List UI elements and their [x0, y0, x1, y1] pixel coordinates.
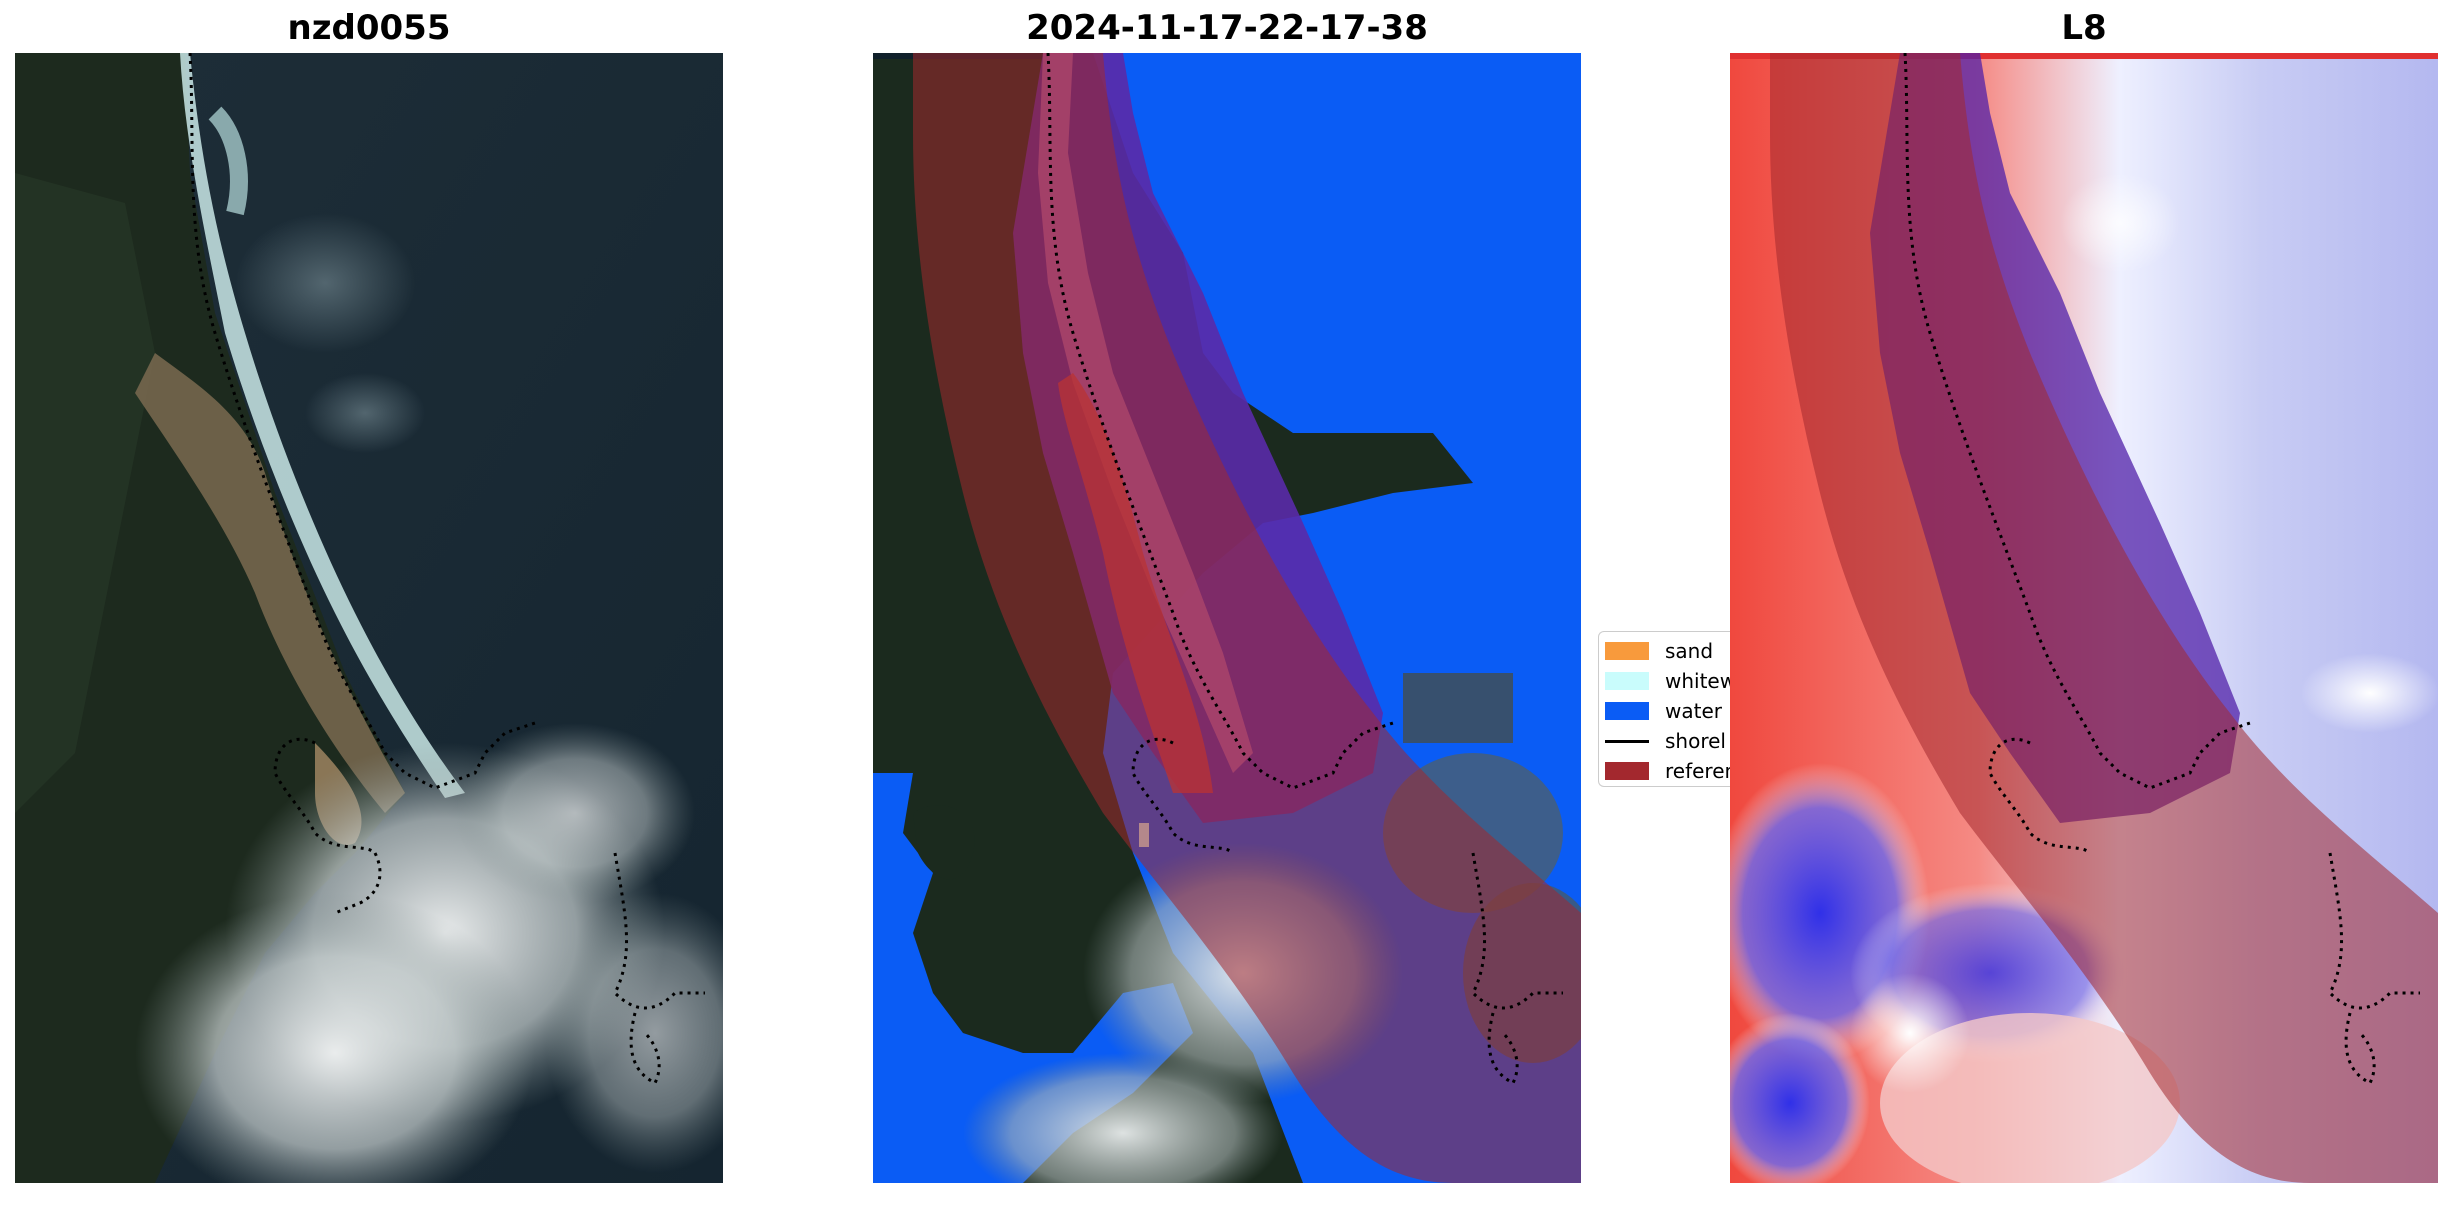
legend-swatch-sand — [1605, 642, 1649, 660]
legend-swatch-reference — [1605, 762, 1649, 780]
legend-label-reference: referen — [1665, 759, 1730, 783]
classified-image-panel — [873, 53, 1581, 1183]
rgb-image — [15, 53, 723, 1183]
legend-label-sand: sand — [1665, 639, 1714, 663]
legend-swatch-shoreline — [1605, 739, 1649, 743]
legend-label-shoreline: shorel — [1665, 729, 1726, 753]
legend-swatch-whitewater — [1605, 672, 1649, 690]
legend-item-shoreline: shorel — [1605, 726, 1730, 756]
legend-item-whitewater: whitew — [1605, 666, 1730, 696]
legend-item-water: water — [1605, 696, 1730, 726]
shoreline-dotted — [1903, 53, 2420, 1086]
panel-title-classified: 2024-11-17-22-17-38 — [1026, 8, 1428, 48]
panel-title-index: L8 — [2061, 8, 2107, 48]
legend-label-whitewater: whitew — [1665, 669, 1730, 693]
shoreline-dotted — [188, 53, 705, 1086]
rgb-image-panel — [15, 53, 723, 1183]
classified-image — [873, 53, 1581, 1183]
index-image — [1730, 53, 2438, 1183]
shoreline-dotted — [1046, 53, 1563, 1086]
legend-item-sand: sand — [1605, 636, 1730, 666]
legend: sand whitew water shorel referen — [1598, 631, 1730, 787]
legend-swatch-water — [1605, 702, 1649, 720]
panel-title-rgb: nzd0055 — [287, 8, 451, 48]
legend-label-water: water — [1665, 699, 1722, 723]
index-image-panel — [1730, 53, 2438, 1183]
legend-item-reference: referen — [1605, 756, 1730, 786]
